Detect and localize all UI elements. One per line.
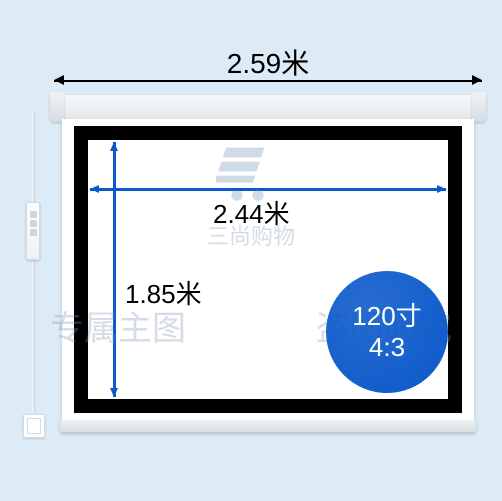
screen-housing [54, 95, 482, 119]
size-badge-line1: 120寸 [352, 301, 421, 332]
viewing-width-label: 2.44米 [213, 194, 290, 231]
viewing-height-label: 1.85米 [125, 274, 202, 311]
viewing-width-arrow-right [437, 185, 446, 193]
viewing-height-arrow-top [110, 142, 118, 151]
viewing-width-line [90, 188, 446, 191]
overall-width-arrow-left [54, 75, 64, 85]
overall-width-line [54, 80, 482, 82]
remote-switch [26, 202, 40, 260]
size-badge: 120寸 4:3 [326, 271, 448, 393]
viewing-height-line [113, 142, 116, 397]
remote-button [30, 229, 37, 236]
screen-bottom-bar [60, 420, 476, 432]
overall-width-arrow-right [472, 75, 482, 85]
overall-width-label: 2.59米 [208, 42, 328, 82]
size-badge-line2: 4:3 [369, 332, 405, 363]
viewing-width-arrow-left [90, 185, 99, 193]
remote-button [30, 211, 37, 218]
wall-plate [23, 414, 45, 438]
pull-cord [32, 112, 34, 438]
remote-button [30, 220, 37, 227]
viewing-height-arrow-bottom [110, 388, 118, 397]
